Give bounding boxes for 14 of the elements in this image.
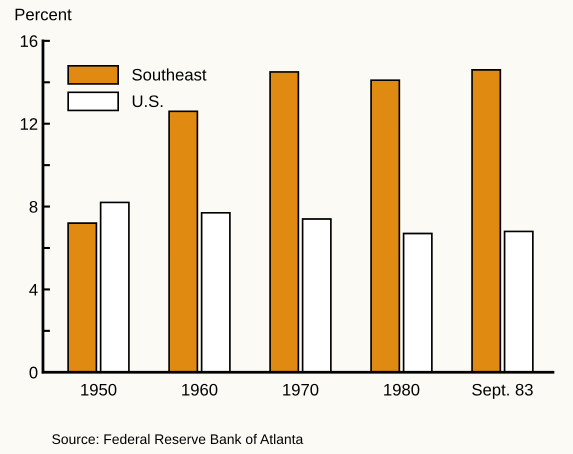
y-tick-label: 16: [20, 35, 38, 48]
source-note: Source: Federal Reserve Bank of Atlanta: [52, 434, 304, 444]
x-tick-label: 1950: [81, 384, 116, 396]
x-tick-label: Sept. 83: [472, 384, 533, 399]
x-tick-label: 1960: [182, 384, 218, 396]
y-tick-label: 4: [29, 284, 38, 296]
x-tick-label: 1970: [283, 384, 318, 396]
x-tick-label: 1980: [384, 384, 420, 396]
y-axis-title: Percent: [16, 8, 72, 20]
y-tick-label: 0: [29, 366, 38, 378]
y-tick-label: 8: [30, 200, 38, 213]
legend-label: Southeast: [132, 68, 206, 81]
legend-label: U.S.: [132, 95, 162, 108]
y-tick-label: 12: [20, 118, 38, 130]
